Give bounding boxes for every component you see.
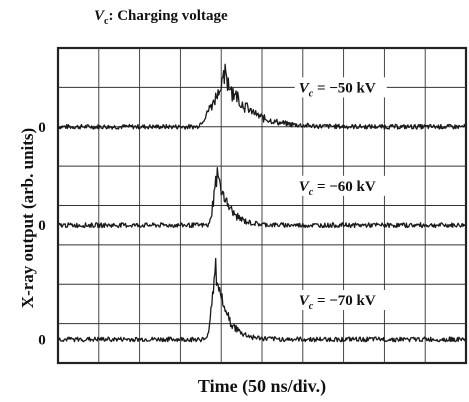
series-label-symbol: V [299, 293, 311, 309]
baseline-zero-label: 0 [38, 218, 46, 234]
series-label-value: = −70 kV [313, 293, 376, 309]
series-label-symbol: V [299, 80, 311, 96]
y-axis-label: X-ray output (arb. units) [18, 127, 37, 309]
trace-line [57, 63, 467, 130]
trace-line [57, 257, 467, 343]
series-label-subscript: c [309, 301, 314, 312]
x-axis-label: Time (50 ns/div.) [197, 376, 327, 396]
series-label-background [294, 77, 387, 98]
caption-subscript: c [104, 16, 109, 27]
series-label-background [294, 175, 387, 196]
trace-line [57, 167, 467, 229]
series-label-background [294, 290, 387, 310]
series-label-symbol: V [299, 179, 311, 195]
caption-symbol: V [94, 8, 105, 24]
series-label: Vc = −50 kV [299, 80, 376, 99]
series-label-subscript: c [309, 187, 314, 198]
series-label: Vc = −70 kV [299, 293, 376, 312]
caption-text: : Charging voltage [108, 8, 228, 24]
series-label-value: = −50 kV [313, 80, 376, 96]
labels: 0 Vc = −50 kV 0 Vc = −60 kV 0 Vc = −70 kV [38, 77, 387, 348]
baseline-zero-label: 0 [38, 332, 46, 348]
grid [56, 46, 468, 365]
baseline-zero-label: 0 [38, 120, 46, 136]
series-label: Vc = −60 kV [299, 179, 376, 198]
series-label-subscript: c [309, 88, 314, 99]
chart-caption: Vc: Charging voltage [94, 8, 228, 27]
traces [57, 63, 467, 343]
series-label-value: = −60 kV [313, 179, 376, 195]
